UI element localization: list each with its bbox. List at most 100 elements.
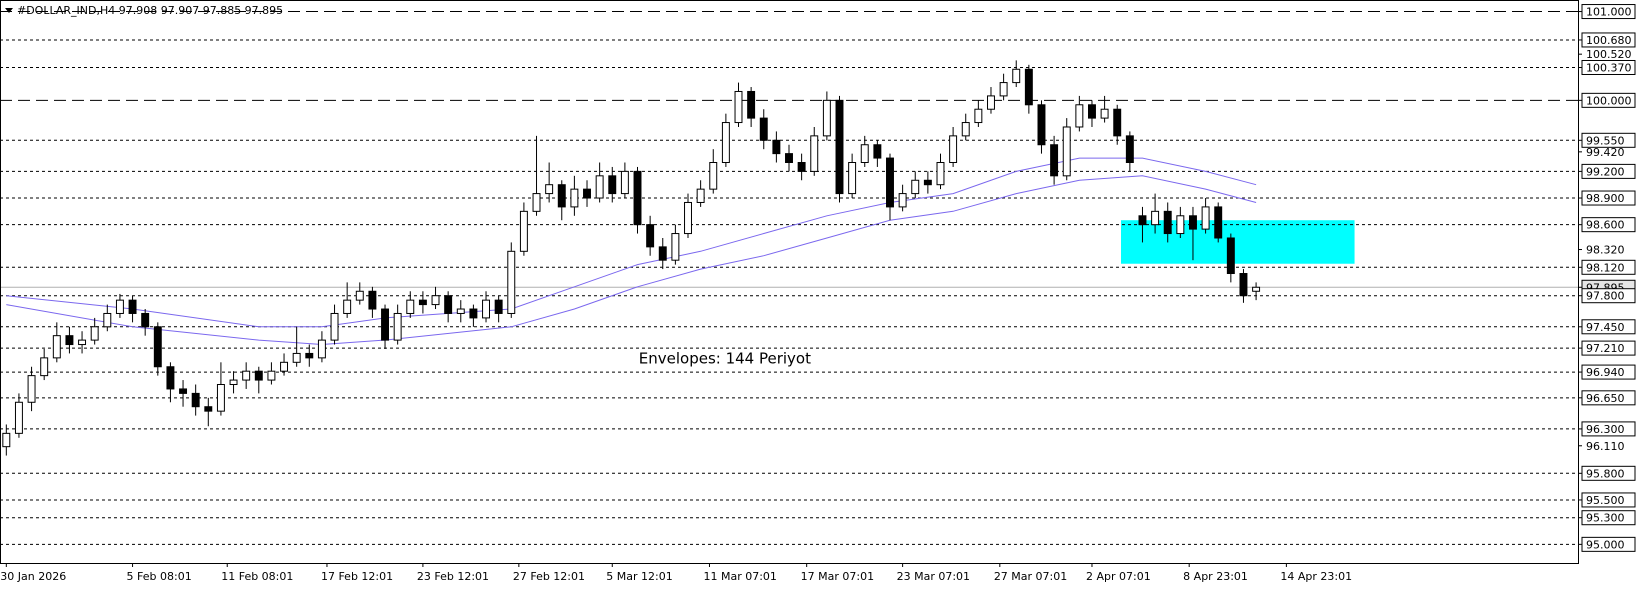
y-tick-label: 97.210 (1586, 342, 1625, 355)
y-tick-label: 100.520 (1586, 48, 1632, 61)
candle-body (987, 95, 995, 110)
candle-body (1201, 206, 1210, 230)
candle-body (999, 82, 1008, 97)
candle-body (810, 135, 819, 172)
y-tick-label: 98.600 (1586, 219, 1625, 232)
candle-body (608, 175, 617, 195)
candle-body (343, 299, 352, 314)
candle-body (229, 379, 238, 386)
under-layer (0, 11, 1578, 545)
candle-body (709, 162, 718, 190)
candle-body (267, 370, 276, 381)
candle-body (658, 246, 667, 261)
candle-body (103, 312, 112, 328)
candle-body (482, 299, 490, 319)
candle-body (1226, 237, 1235, 275)
candle-body (1037, 104, 1046, 146)
candle-body (759, 117, 768, 141)
candle-body (27, 375, 36, 403)
x-tick-label: 23 Mar 07:01 (897, 570, 970, 583)
x-tick-label: 27 Mar 07:01 (994, 570, 1067, 583)
candle-body (873, 144, 882, 159)
candle-body (1151, 210, 1160, 226)
y-label-box (1581, 492, 1636, 508)
y-label-box (1581, 340, 1636, 356)
candle-body (620, 170, 629, 195)
candle-body (797, 162, 806, 172)
y-label-box (1581, 190, 1636, 206)
candle-body (141, 312, 150, 328)
candle-body (1075, 104, 1084, 128)
candle-body (1012, 68, 1021, 84)
y-label-box (1581, 163, 1636, 179)
candle-body (1113, 108, 1122, 137)
candle-body (936, 162, 945, 186)
chart-title: #DOLLAR_IND,H4 97.908 97.907 97.885 97.8… (17, 4, 283, 17)
plot-frame (0, 0, 1579, 564)
candle-body (406, 299, 415, 314)
y-label-box (1581, 132, 1636, 148)
candle-body (368, 290, 377, 310)
y-tick-label: 98.900 (1586, 192, 1625, 205)
menu-arrow (5, 8, 13, 13)
candle-body (52, 335, 61, 359)
candle-body (684, 201, 692, 235)
candle-body (216, 384, 225, 412)
candle-body (860, 144, 869, 164)
y-tick-label: 95.000 (1586, 538, 1625, 551)
y-label-box (1581, 390, 1636, 406)
x-tick-label: 8 Apr 23:01 (1183, 570, 1248, 583)
candle-body (1239, 273, 1248, 297)
candle-body (696, 188, 705, 203)
candle-body (418, 299, 427, 306)
candle-body (292, 352, 301, 363)
candle-body (153, 326, 162, 368)
candle-body (204, 406, 213, 412)
candle-body (886, 157, 894, 208)
candle-body (507, 250, 516, 314)
y-tick-label: 101.000 (1586, 6, 1632, 19)
y-tick-label: 95.800 (1586, 467, 1625, 480)
candle-body (1050, 144, 1059, 177)
y-label-box (1581, 536, 1636, 552)
y-tick-label: 96.940 (1586, 366, 1625, 379)
candle-body (128, 299, 137, 314)
x-tick-label: 27 Feb 12:01 (513, 570, 585, 583)
y-tick-label: 98.320 (1586, 244, 1625, 257)
candle-body (772, 139, 781, 155)
candle-body (179, 388, 188, 394)
candle-body (444, 295, 453, 314)
candle-body (545, 184, 554, 195)
candle-body (974, 108, 983, 124)
envelope-line (6, 175, 1257, 346)
candle-body (633, 170, 642, 226)
candle-body (911, 179, 920, 195)
y-tick-label: 96.110 (1586, 440, 1625, 453)
y-label-box (1581, 288, 1636, 304)
x-tick-label: 5 Feb 08:01 (127, 570, 192, 583)
candle-body (519, 210, 528, 252)
candle-body (822, 99, 831, 137)
candle-body (747, 90, 756, 119)
candle-body (961, 122, 970, 137)
candle-body (734, 90, 743, 124)
y-tick-label: 98.120 (1586, 261, 1625, 274)
candle-body (305, 352, 314, 359)
candle-body (14, 401, 23, 434)
x-tick-label: 5 Mar 12:01 (606, 570, 672, 583)
candle-body (355, 290, 364, 301)
candle-body (1163, 210, 1172, 235)
candle-body (785, 153, 793, 164)
x-tick-label: 11 Feb 08:01 (221, 570, 293, 583)
x-tick-label: 11 Mar 07:01 (703, 570, 776, 583)
envelope-line (6, 157, 1257, 328)
candle-body (393, 312, 402, 341)
y-tick-label: 96.650 (1586, 392, 1625, 405)
y-tick-label: 96.300 (1586, 423, 1625, 436)
y-tick-label: 97.800 (1586, 290, 1625, 303)
annotation: Envelopes: 144 Periyot (639, 349, 811, 367)
y-tick-label: 95.500 (1586, 494, 1625, 507)
